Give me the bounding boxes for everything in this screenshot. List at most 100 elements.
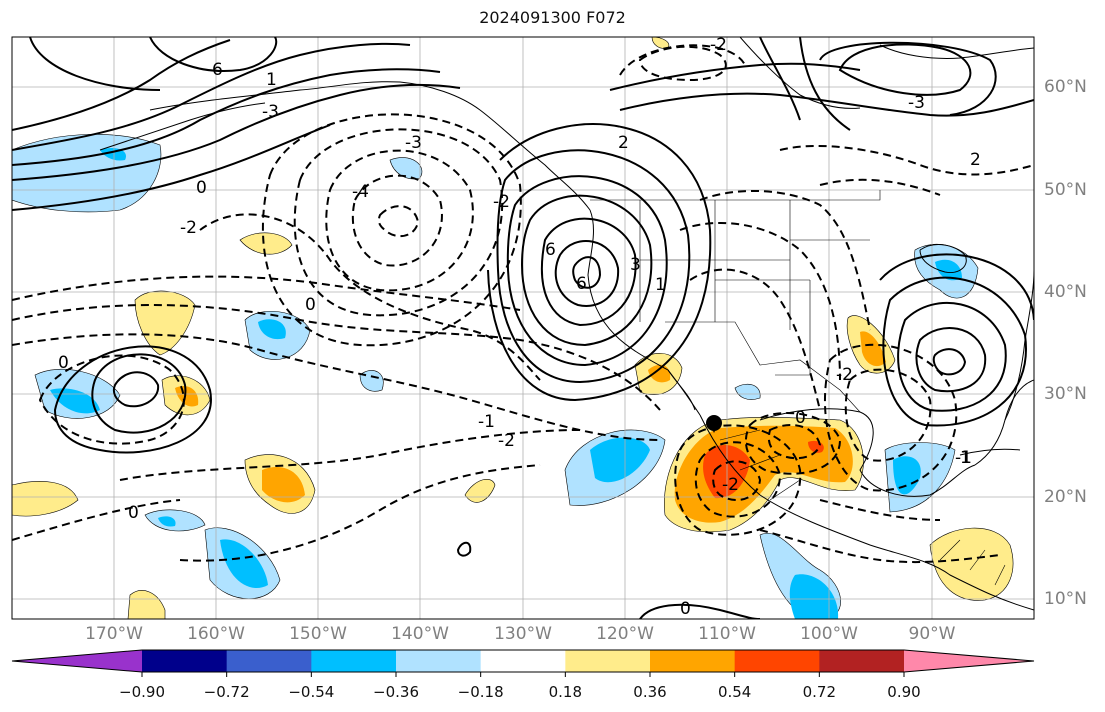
lat-label: 30°N	[1044, 384, 1087, 404]
colorbar-tick-label: −0.36	[373, 683, 419, 701]
north-east-ridge-4	[819, 41, 997, 116]
high-west-coast-6	[496, 149, 691, 384]
low-gulf-alaska-2	[325, 149, 474, 292]
jet-north-1	[12, 83, 461, 181]
contours-positive	[12, 37, 1034, 619]
central-america-borders	[939, 539, 1006, 586]
low-east-pacific-2	[819, 499, 941, 521]
contour-label: -4	[352, 182, 369, 202]
neg-shade-gulf-mexico-core	[893, 456, 921, 495]
baja-coast	[667, 369, 696, 411]
neg-shade-small-texas	[734, 383, 761, 400]
us-canada-border	[590, 190, 881, 201]
neg-shade-small-south	[144, 509, 206, 532]
neg-shade-great-lakes-core	[935, 259, 962, 281]
low-east-pacific	[759, 529, 1001, 564]
north-east-ridge-5	[799, 37, 851, 131]
us-mexico-border	[665, 321, 861, 413]
low-trough-4	[119, 429, 581, 481]
colorbar-tick-label: −0.54	[288, 683, 335, 701]
low-central-us-4	[679, 221, 841, 381]
contour-label: 1	[960, 448, 971, 468]
low-gulf-ak-inner	[377, 205, 420, 238]
colorbar-tick-label: −0.72	[203, 683, 250, 701]
low-mexico-2	[694, 441, 782, 518]
low-gulf-alaska-3	[293, 128, 504, 317]
colorbar-tick-label: 0.54	[717, 683, 752, 701]
contour-label: 1	[655, 275, 666, 295]
figure-title: 2024091300 F072	[479, 8, 626, 27]
neg-shade-central-pacific-core	[258, 319, 286, 340]
pos-shade-central-pacific	[134, 290, 196, 356]
colorbar-segment	[480, 650, 566, 672]
colorbar-segment	[226, 650, 312, 672]
lat-label: 60°N	[1044, 77, 1087, 97]
contour-label: 0	[795, 408, 806, 428]
contour-label: -1	[478, 412, 495, 432]
neg-shade-east-pacific-core	[789, 574, 839, 619]
contour-label: 1	[266, 70, 277, 90]
high-east-2	[915, 327, 987, 393]
contours-negative	[12, 44, 1034, 564]
colorbar-tick-label: 0.90	[887, 683, 921, 701]
contour-label: 6	[545, 240, 556, 260]
colorbar-extend-low	[12, 650, 142, 672]
neg-shade-hawaii-core	[50, 388, 100, 414]
low-north-top-2	[619, 44, 746, 76]
contour-label: -2	[180, 218, 197, 238]
high-east-1	[932, 348, 967, 376]
low-tx-loop-2	[744, 412, 842, 475]
south-ridge	[639, 603, 761, 619]
high-west-coast-3	[540, 217, 637, 327]
contour-label: 0	[58, 353, 69, 373]
colorbar-tick-label: −0.90	[119, 683, 165, 701]
map-frame	[11, 36, 1035, 620]
contour-label: -3	[908, 93, 925, 113]
low-trough-2	[12, 333, 661, 441]
shaded-anomalies	[12, 37, 1014, 619]
top-loop-1	[149, 37, 278, 72]
lat-label: 20°N	[1044, 487, 1087, 507]
hudson-bay	[879, 44, 1034, 59]
lon-label: 130°W	[494, 624, 552, 644]
low-central-us-3	[699, 189, 871, 331]
high-west-coast-7	[487, 123, 712, 402]
low-tx-loop-1	[767, 424, 822, 460]
low-gulf-1	[844, 368, 932, 462]
contour-label: -3	[262, 102, 279, 122]
neg-shade-south-pacific-core	[220, 539, 268, 588]
low-mexico-1	[712, 460, 762, 501]
colorbar-tick-label: 0.36	[633, 683, 667, 701]
lat-label: 40°N	[1044, 282, 1087, 302]
low-central-us-2	[819, 178, 941, 196]
low-trough-3	[12, 275, 521, 311]
lon-label: 150°W	[289, 624, 347, 644]
low-gulf-alaska-4	[261, 113, 522, 347]
pos-shade-texas-orange	[860, 331, 886, 367]
low-mexico-3	[674, 424, 802, 536]
colorbar-tick-label: −0.18	[457, 683, 504, 701]
lat-label: 10°N	[1044, 589, 1087, 609]
contour-label: -2	[836, 365, 853, 385]
low-gulf-alaska-1	[351, 174, 443, 267]
contour-label: 6	[212, 60, 223, 80]
high-west-coast-1	[572, 256, 602, 289]
neg-shade-baja-west-core	[590, 437, 650, 483]
graticule	[12, 37, 1034, 619]
high-hawaii-3	[53, 345, 212, 454]
high-east-4	[882, 276, 1027, 427]
contour-label: 0	[680, 599, 691, 619]
colorbar-tick-label: 0.72	[802, 683, 837, 701]
low-trough-5	[179, 464, 541, 562]
colorbar-segment	[734, 650, 820, 672]
low-gulf-2	[823, 343, 958, 492]
high-east-5	[879, 253, 1034, 321]
contour-label: 6	[576, 274, 587, 294]
low-central-us-1	[779, 145, 1034, 176]
north-east-ridge-6	[759, 37, 801, 121]
lon-label: 160°W	[187, 624, 245, 644]
high-hawaii-2	[91, 353, 187, 434]
low-hawaii	[38, 354, 185, 445]
pos-shade-gulf-alaska	[239, 232, 293, 255]
